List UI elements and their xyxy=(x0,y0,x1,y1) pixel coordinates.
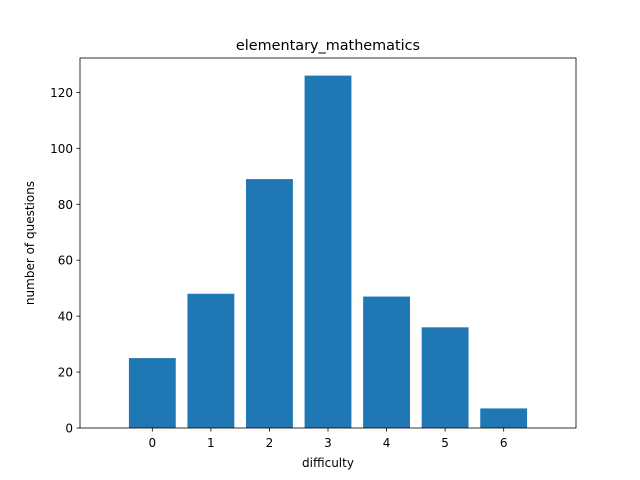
x-tick-label: 2 xyxy=(266,436,274,450)
y-tick-label: 0 xyxy=(65,422,73,436)
bar-6 xyxy=(480,408,528,428)
bar-1 xyxy=(187,293,235,428)
x-tick-label: 1 xyxy=(207,436,215,450)
y-tick-label: 80 xyxy=(58,198,73,212)
bar-2 xyxy=(246,179,293,428)
y-tick-label: 40 xyxy=(58,310,73,324)
x-axis-label: difficulty xyxy=(302,456,354,470)
x-tick-label: 4 xyxy=(383,436,391,450)
y-tick-label: 60 xyxy=(58,254,73,268)
chart-title: elementary_mathematics xyxy=(236,38,420,54)
y-tick-label: 100 xyxy=(50,142,73,156)
x-tick-label: 5 xyxy=(441,436,449,450)
x-tick-label: 3 xyxy=(324,436,332,450)
y-axis-label: number of questions xyxy=(23,181,37,305)
y-tick-label: 120 xyxy=(50,86,73,100)
x-axis-ticks: 0 1 2 3 4 5 6 xyxy=(149,428,508,450)
bar-0 xyxy=(128,358,176,428)
bars-group xyxy=(128,75,528,428)
bar-5 xyxy=(421,327,469,428)
bar-4 xyxy=(363,296,410,428)
y-axis-ticks: 0 20 40 60 80 100 120 xyxy=(50,86,80,436)
x-tick-label: 0 xyxy=(149,436,157,450)
x-tick-label: 6 xyxy=(500,436,508,450)
y-tick-label: 20 xyxy=(58,366,73,380)
bar-3 xyxy=(304,75,352,428)
